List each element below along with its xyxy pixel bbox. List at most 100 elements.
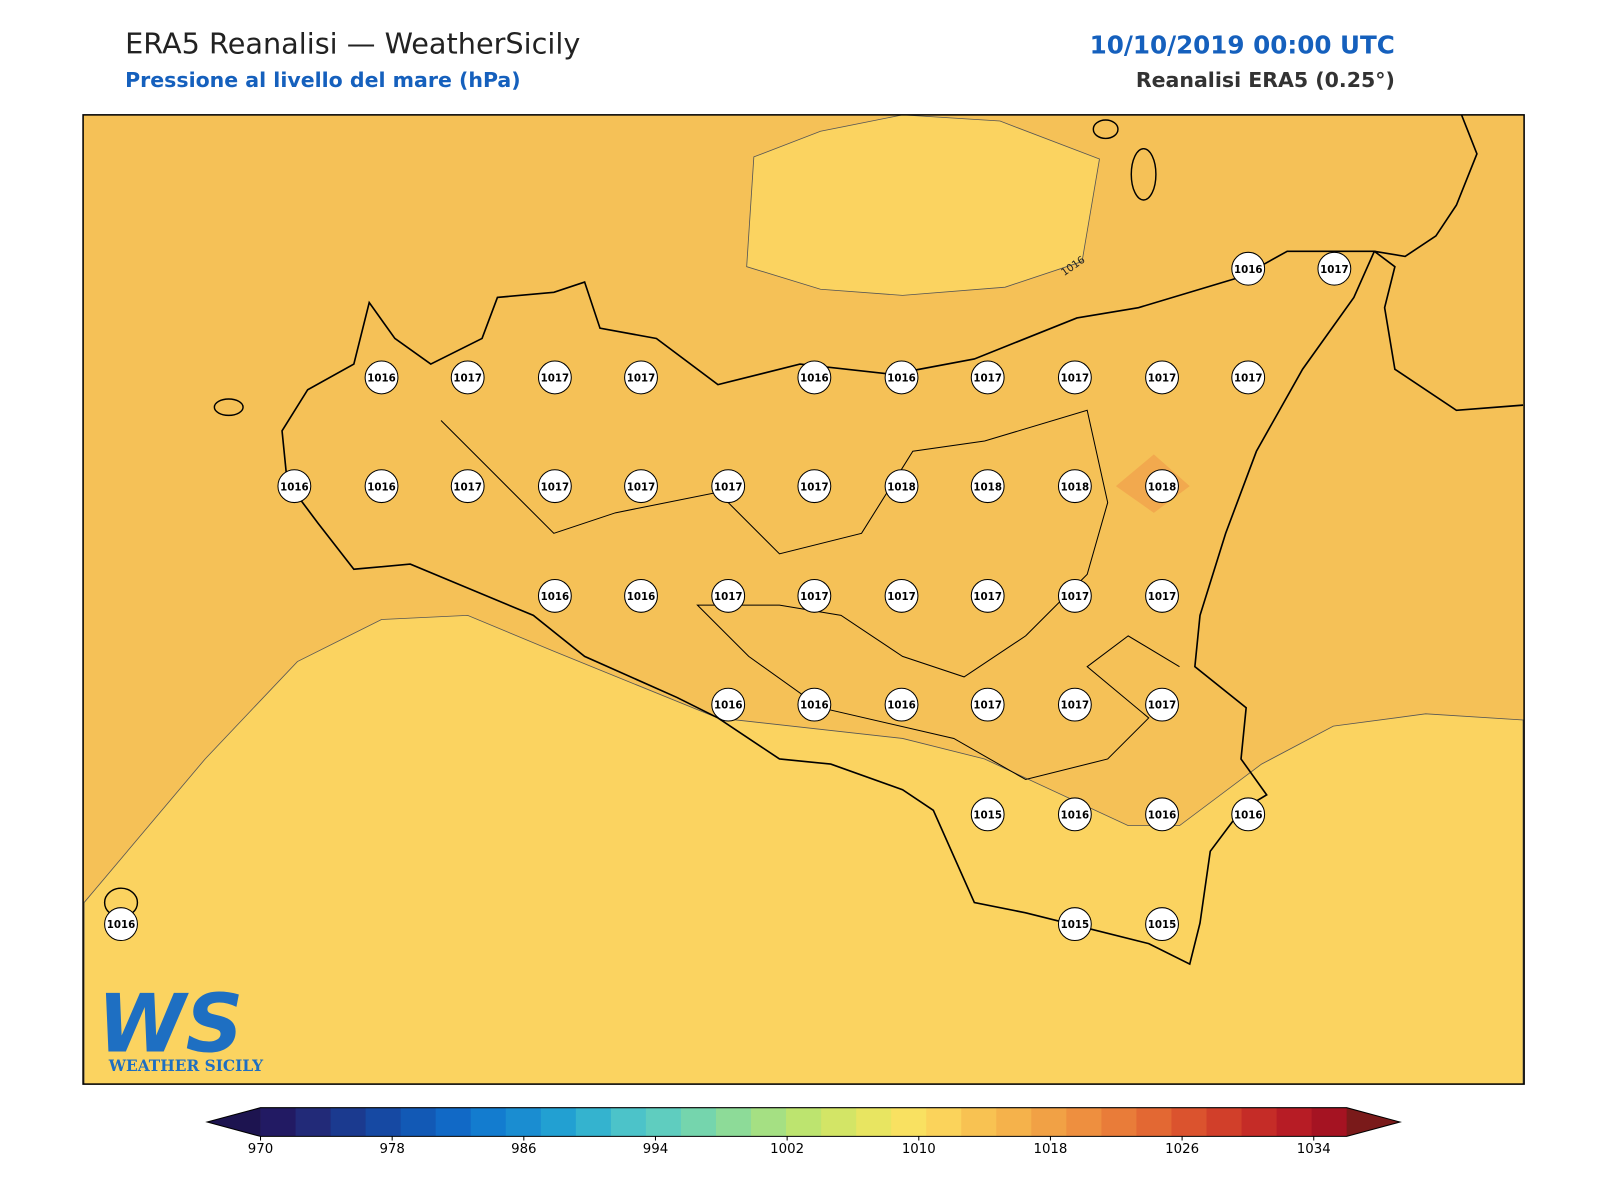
station-marker [970, 797, 1005, 832]
station-value: 1018 [887, 481, 916, 493]
station-value: 1017 [1148, 591, 1177, 603]
station-value: 1016 [714, 700, 743, 712]
station-value: 1016 [367, 481, 396, 493]
station-marker [1145, 907, 1179, 942]
station-value: 1018 [1061, 481, 1090, 493]
station-value: 1017 [627, 481, 656, 493]
colorbar-segment [1276, 1107, 1313, 1137]
colorbar-tick-label: 1002 [770, 1142, 804, 1157]
colorbar-segment [575, 1107, 612, 1137]
station-value: 1015 [973, 809, 1002, 821]
colorbar-segment [610, 1107, 647, 1137]
station-marker [364, 469, 399, 504]
colorbar-tick-label: 1018 [1033, 1142, 1067, 1157]
station-value: 1016 [280, 481, 309, 493]
colorbar-segment [926, 1107, 962, 1137]
colorbar-segment [505, 1107, 542, 1137]
colorbar-segment [400, 1107, 437, 1137]
station-value: 1017 [627, 373, 656, 385]
station-marker [624, 469, 658, 504]
colorbar-segment [435, 1107, 472, 1137]
colorbar-segment [1171, 1107, 1208, 1137]
colorbar-tick-label: 1010 [902, 1142, 936, 1157]
station-value: 1016 [367, 373, 396, 385]
station-marker [1057, 907, 1092, 942]
colorbar-tick-label: 994 [643, 1142, 668, 1157]
pressure-area [746, 114, 1100, 296]
colorbar-segment [1136, 1107, 1172, 1137]
colorbar-segment [715, 1107, 752, 1137]
map-frame [82, 114, 1525, 1085]
logo-mark: WS [97, 977, 243, 1070]
colorbar-segment [856, 1107, 892, 1137]
datetime: 10/10/2019 00:00 UTC [1090, 30, 1395, 59]
station-value: 1016 [887, 373, 916, 385]
station-value: 1017 [800, 481, 829, 493]
station-value: 1016 [627, 591, 656, 603]
station-marker [1231, 251, 1266, 286]
colorbar-segment [891, 1107, 927, 1137]
station-marker [1057, 360, 1092, 395]
station-value: 1017 [714, 481, 743, 493]
station-marker [1145, 578, 1179, 613]
station-marker [1057, 578, 1092, 613]
station-value: 1017 [453, 481, 482, 493]
station-value: 1016 [800, 700, 829, 712]
station-marker [884, 469, 919, 504]
colorbar-tick-label: 970 [248, 1142, 273, 1157]
colorbar-segment [260, 1107, 297, 1137]
station-marker [277, 469, 312, 504]
station-marker [1231, 797, 1266, 832]
coastline [281, 250, 1376, 966]
station-value: 1016 [887, 700, 916, 712]
colorbar-segment [1101, 1107, 1137, 1137]
colorbar-tick-label: 978 [379, 1142, 404, 1157]
station-marker [450, 469, 485, 504]
station-marker [711, 469, 746, 504]
colorbar-segment [470, 1107, 507, 1137]
station-value: 1017 [541, 481, 570, 493]
title: ERA5 Reanalisi — WeatherSicily [125, 26, 580, 60]
station-marker [1145, 687, 1179, 722]
colorbar-segment [1241, 1107, 1278, 1137]
station-marker [970, 360, 1005, 395]
colorbar: 970 978 986 994 1002 1010 1018 1026 1034 [205, 1107, 1402, 1157]
station-value: 1017 [453, 373, 482, 385]
station-marker [1145, 469, 1179, 504]
station-marker [537, 469, 572, 504]
colorbar-tick-label: 986 [511, 1142, 536, 1157]
station-marker [1231, 360, 1266, 395]
subtitle: Pressione al livello del mare (hPa) [125, 68, 521, 92]
colorbar-segment [365, 1107, 402, 1137]
colorbar-extend [1346, 1107, 1400, 1137]
colorbar-segment [786, 1107, 822, 1137]
station-marker [1057, 469, 1092, 504]
station-marker [104, 907, 138, 942]
station-value: 1016 [800, 373, 829, 385]
station-value: 1017 [1148, 700, 1177, 712]
colorbar-segment [295, 1107, 332, 1137]
map: 1016 1016 1017 1016 1017 1017 1017 1016 1016 101… [82, 114, 1525, 1085]
colorbar-tick-label: 1034 [1297, 1142, 1331, 1157]
colorbar-segment [680, 1107, 717, 1137]
colorbar-extend [207, 1107, 261, 1137]
colorbar-segment [1031, 1107, 1067, 1137]
station-value: 1017 [1234, 373, 1263, 385]
station-value: 1017 [541, 373, 570, 385]
colorbar-outline [205, 1107, 1402, 1137]
logo-text: WEATHER SICILY [108, 1057, 264, 1075]
station-value: 1016 [1234, 264, 1263, 276]
station-marker [364, 360, 399, 395]
station-marker [624, 360, 658, 395]
station-value: 1017 [1320, 264, 1349, 276]
station-marker [884, 687, 919, 722]
colorbar-segment [961, 1107, 997, 1137]
station-value: 1018 [1148, 481, 1177, 493]
station-marker [711, 578, 746, 613]
station-value: 1015 [1061, 919, 1090, 931]
station-marker [884, 360, 919, 395]
station-marker [797, 360, 832, 395]
station-marker [537, 578, 572, 613]
station-value: 1016 [1061, 809, 1090, 821]
island [213, 398, 244, 417]
